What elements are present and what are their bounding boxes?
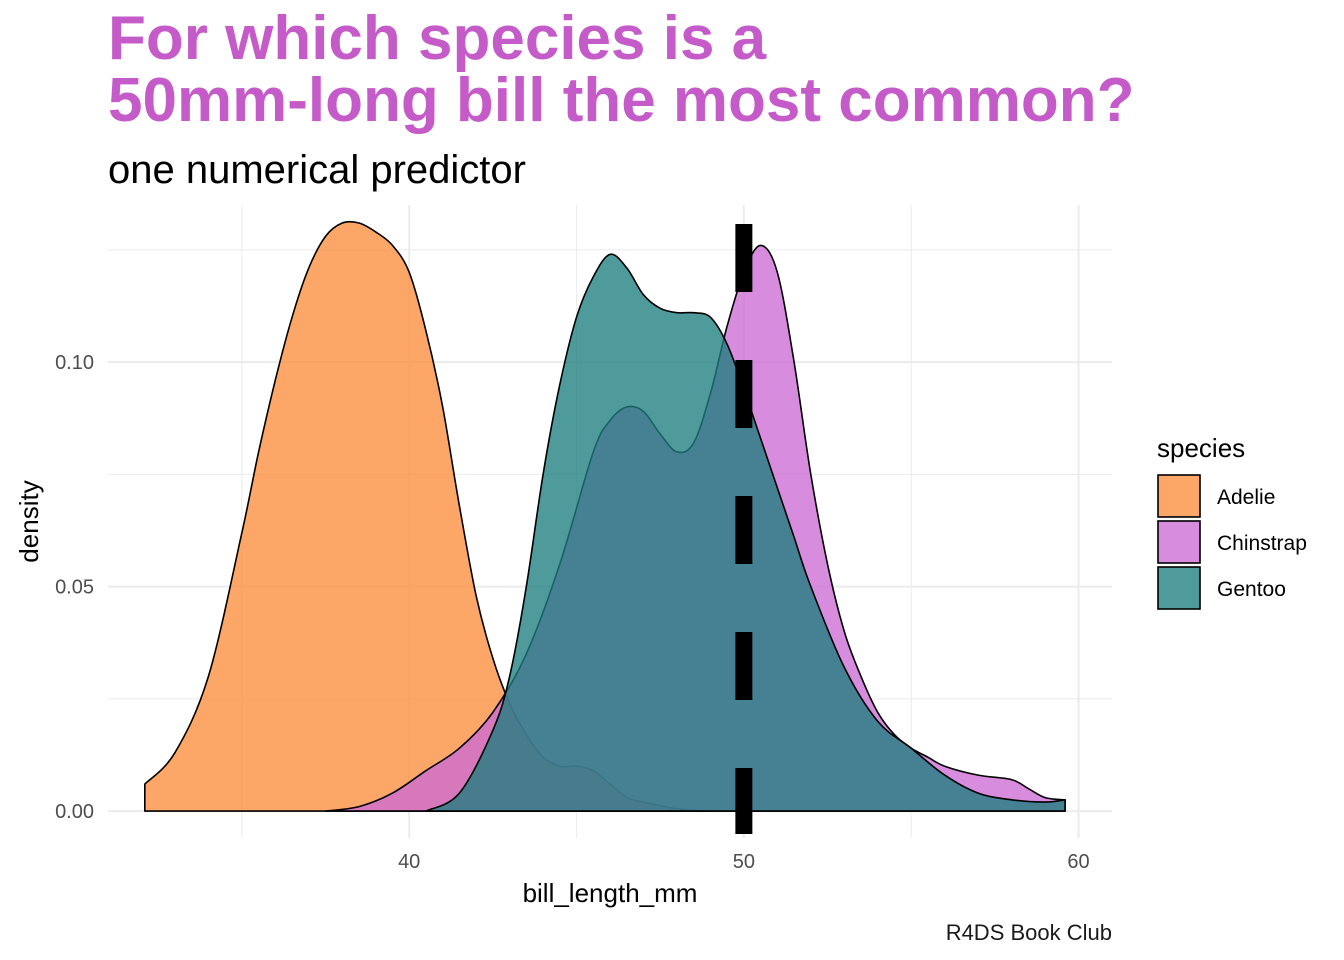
y-tick-label: 0.05 (55, 577, 94, 599)
legend-label-chinstrap: Chinstrap (1217, 532, 1307, 555)
x-tick-label: 60 (1067, 851, 1089, 873)
legend-label-gentoo: Gentoo (1217, 578, 1286, 601)
legend-key-adelie (1157, 474, 1201, 518)
chart-title: For which species is a 50mm-long bill th… (108, 8, 1308, 132)
plot-caption: R4DS Book Club (945, 920, 1112, 945)
legend-label-adelie: Adelie (1217, 486, 1275, 509)
axes: 40 50 60 0.00 0.05 0.10 bill_length_mm density (14, 352, 1090, 908)
legend-key-chinstrap (1157, 520, 1201, 564)
x-axis-title: bill_length_mm (523, 878, 698, 908)
y-tick-label: 0.10 (55, 352, 94, 374)
legend-key-gentoo (1157, 566, 1201, 610)
x-tick-label: 40 (398, 851, 420, 873)
chart-subtitle: one numerical predictor (108, 148, 526, 192)
density-areas (144, 220, 1066, 812)
chart-title-line-2: 50mm-long bill the most common? (108, 66, 1135, 135)
legend-title: species (1157, 433, 1245, 463)
x-tick-label: 50 (733, 851, 755, 873)
y-tick-label: 0.00 (55, 801, 94, 823)
legend: species Adelie Chinstrap Gentoo (1157, 433, 1307, 610)
y-axis-title: density (14, 480, 44, 562)
chart-title-line-1: For which species is a (108, 4, 767, 73)
